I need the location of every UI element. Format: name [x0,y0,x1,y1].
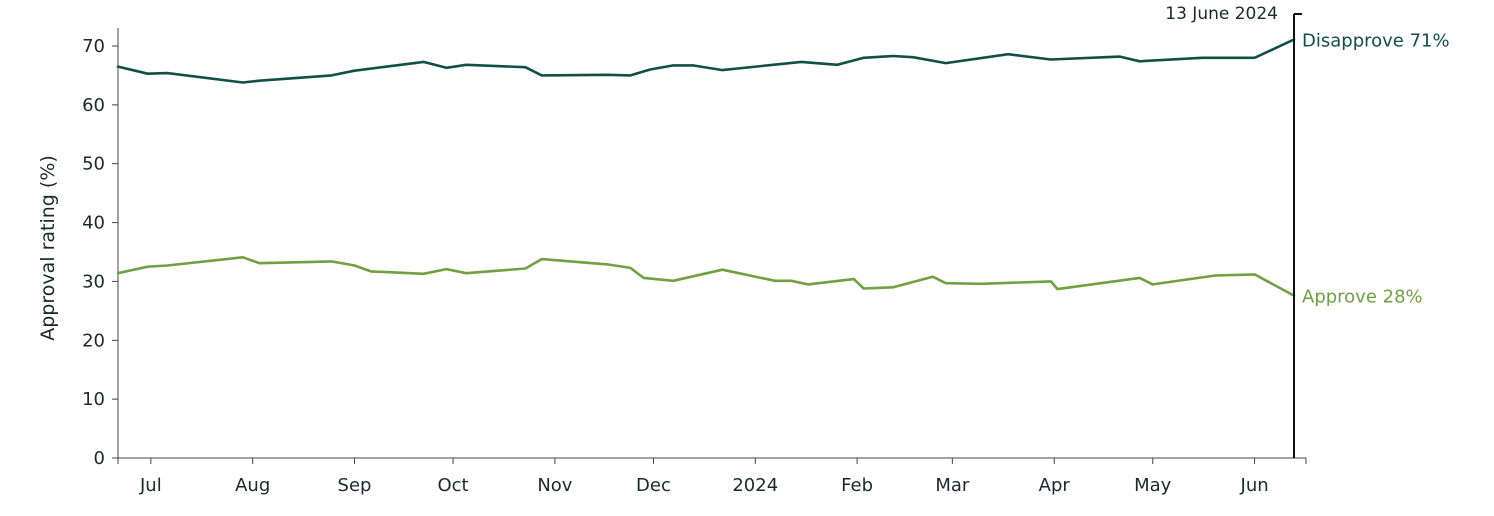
y-tick-label: 50 [82,154,105,175]
x-axis: Jul Aug Sep Oct Nov Dec 2024 Feb Mar Apr May Jun [117,457,1307,496]
y-axis-title: Approval rating (%) [37,155,59,341]
x-tick-label: Oct [437,475,468,496]
series-end-label-disapprove: Disapprove 71% [1302,31,1450,52]
x-tick-label: 2024 [732,475,778,496]
y-axis: 0 10 20 30 40 50 60 70 [82,28,119,469]
x-tick-label: May [1134,475,1172,496]
y-tick-label: 10 [82,389,105,410]
series-end-labels: Disapprove 71% Approve 28% [1302,31,1450,308]
x-tick-label: Aug [235,475,270,496]
y-tick-label: 70 [82,36,105,57]
date-annotation: 13 June 2024 [1165,4,1302,458]
annotation-label: 13 June 2024 [1165,4,1278,24]
x-tick-label: Sep [338,475,372,496]
series-line-approve [116,256,1296,297]
y-tick-label: 0 [94,448,105,469]
x-tick-label: Jul [139,475,162,496]
series-layer [116,38,1296,297]
y-tick-label: 30 [82,271,105,292]
x-tick-label: Dec [636,475,671,496]
series-end-label-approve: Approve 28% [1302,287,1423,308]
x-tick-label: Apr [1039,475,1071,496]
y-tick-label: 60 [82,95,105,116]
x-tick-label: Mar [935,475,970,496]
x-tick-label: Nov [537,475,572,496]
x-tick-label: Jun [1240,475,1269,496]
y-tick-label: 40 [82,213,105,234]
y-tick-label: 20 [82,330,105,351]
series-line-disapprove [116,38,1296,84]
x-tick-label: Feb [841,475,873,496]
